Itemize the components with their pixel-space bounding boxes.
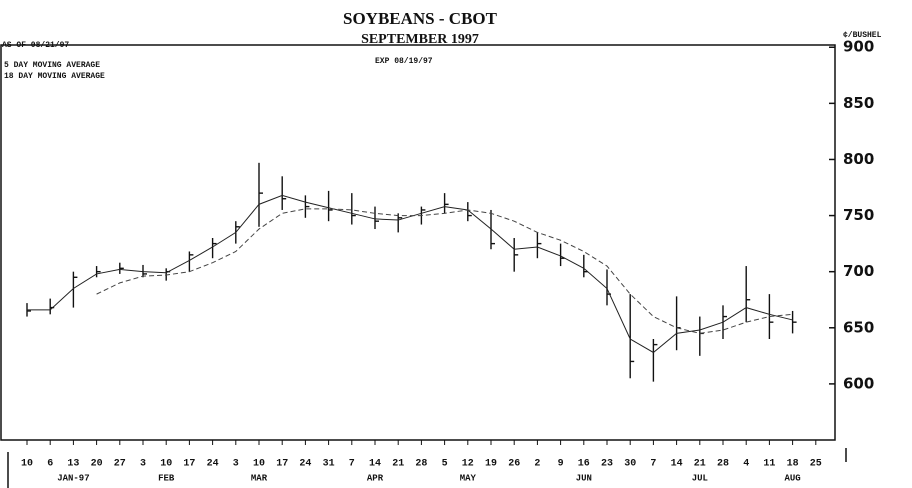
x-tick-label: 21 — [694, 459, 706, 470]
x-tick-label: 6 — [47, 459, 53, 470]
legend-entry: 5 DAY MOVING AVERAGE — [4, 61, 100, 70]
x-tick-label: 17 — [183, 459, 195, 470]
x-tick-label: 25 — [810, 459, 822, 470]
month-label: MAY — [460, 473, 477, 483]
expiry: EXP 08/19/97 — [375, 57, 433, 66]
chart-subtitle: SEPTEMBER 1997 — [361, 32, 479, 47]
x-tick-label: 10 — [160, 459, 172, 470]
y-tick-label: 700 — [843, 262, 874, 280]
x-tick-label: 26 — [508, 459, 520, 470]
month-label: JUN — [576, 473, 592, 483]
month-label: MAR — [251, 473, 268, 483]
x-tick-label: 2 — [534, 459, 540, 470]
x-tick-label: 24 — [299, 459, 311, 470]
x-tick-label: 28 — [717, 459, 729, 470]
x-tick-label: 30 — [624, 459, 636, 470]
x-tick-label: 28 — [415, 459, 427, 470]
ma-line — [27, 194, 793, 354]
x-tick-label: 20 — [91, 459, 103, 470]
x-tick-label: 27 — [114, 459, 126, 470]
y-tick-label: 900 — [843, 38, 874, 56]
month-label: AUG — [784, 473, 800, 483]
x-tick-label: 13 — [67, 459, 79, 470]
x-tick-label: 3 — [233, 459, 239, 470]
x-tick-label: 4 — [743, 459, 749, 470]
x-tick-label: 7 — [349, 459, 355, 470]
y-unit: ¢/BUSHEL — [843, 31, 882, 40]
month-label: FEB — [158, 473, 175, 483]
y-tick-label: 800 — [843, 150, 874, 168]
x-tick-label: 21 — [392, 459, 404, 470]
x-tick-label: 11 — [763, 459, 775, 470]
plot-frame — [0, 44, 836, 441]
x-tick-label: 12 — [462, 459, 474, 470]
x-tick-label: 31 — [323, 459, 335, 470]
ma-line — [96, 208, 793, 334]
x-tick-label: 9 — [558, 459, 564, 470]
chart-title: SOYBEANS - CBOT — [343, 9, 498, 28]
as-of: AS OF 08/21/97 — [2, 41, 69, 50]
x-tick-label: 10 — [21, 459, 33, 470]
month-label: JUL — [692, 473, 708, 483]
x-tick-label: 14 — [671, 459, 683, 470]
x-tick-label: 7 — [650, 459, 656, 470]
x-tick-label: 17 — [276, 459, 288, 470]
y-tick-label: 750 — [843, 206, 874, 224]
month-label: JAN-97 — [57, 473, 89, 483]
legend-entry: 18 DAY MOVING AVERAGE — [4, 72, 105, 81]
month-label: APR — [367, 473, 384, 483]
x-tick-label: 16 — [578, 459, 590, 470]
x-tick-label: 5 — [442, 459, 448, 470]
x-tick-label: 18 — [787, 459, 799, 470]
y-tick-label: 850 — [843, 94, 874, 112]
y-tick-label: 600 — [843, 374, 874, 392]
x-tick-label: 24 — [207, 459, 219, 470]
x-tick-label: 3 — [140, 459, 146, 470]
x-tick-label: 10 — [253, 459, 265, 470]
x-tick-label: 19 — [485, 459, 497, 470]
x-tick-label: 23 — [601, 459, 613, 470]
y-tick-label: 650 — [843, 318, 874, 336]
x-tick-label: 14 — [369, 459, 381, 470]
